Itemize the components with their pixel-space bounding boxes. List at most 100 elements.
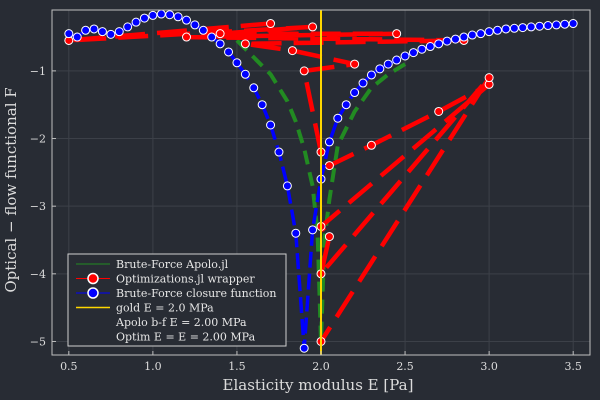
series-2-point: [476, 29, 486, 39]
series-2-point: [484, 27, 494, 37]
series-2-point: [383, 59, 393, 69]
series-1-point: [434, 106, 444, 116]
x-tick-label: 1.0: [144, 360, 162, 373]
series-2-point: [509, 23, 519, 33]
series-2-point: [358, 78, 368, 88]
series-2-point: [106, 29, 116, 39]
series-1-point: [366, 140, 376, 150]
series-1-point: [308, 22, 318, 32]
series-2-point: [72, 32, 82, 42]
legend-entry-4: Apolo b-f E = 2.00 MPa: [115, 316, 247, 329]
series-2-point: [425, 42, 435, 52]
series-2-point: [535, 21, 545, 31]
series-2-point: [165, 10, 175, 20]
y-tick-label: −5: [30, 335, 46, 348]
x-tick-label: 0.5: [60, 360, 78, 373]
series-1-point: [182, 32, 191, 42]
series-2-point: [139, 13, 149, 23]
series-2-point: [215, 39, 225, 49]
x-axis-label: Elasticity modulus E [Pa]: [223, 376, 414, 394]
plot-layer: [64, 9, 578, 355]
series-2-point: [97, 27, 107, 37]
series-2-point: [131, 17, 141, 27]
series-1-point: [392, 29, 402, 39]
series-1-point: [215, 29, 225, 39]
series-2-point: [81, 25, 91, 35]
series-2-point: [568, 19, 578, 29]
series-2-point: [400, 51, 410, 61]
legend-swatch-marker: [87, 272, 99, 285]
series-1-point: [266, 19, 276, 29]
series-2-point: [89, 24, 99, 34]
series-2-point: [282, 181, 292, 191]
series-2-point: [114, 27, 124, 37]
series-2-point: [442, 36, 452, 46]
series-2-point: [551, 20, 561, 30]
series-2-point: [375, 64, 385, 74]
series-2-point: [408, 48, 418, 58]
series-2-point: [291, 228, 301, 238]
series-2-point: [257, 100, 267, 110]
series-2-point: [190, 20, 200, 30]
legend: Brute-Force Apolo.jl Optimizations.jl wra…: [67, 253, 287, 347]
series-1-point: [324, 232, 334, 242]
series-2-point: [501, 24, 511, 34]
series-1-point: [299, 66, 309, 76]
series-1-point: [484, 73, 494, 83]
series-2-point: [392, 55, 402, 65]
series-2-point: [333, 113, 343, 123]
series-2-point: [543, 21, 553, 31]
series-line-1: [66, 21, 492, 343]
y-tick-label: −3: [30, 200, 46, 213]
series-1-point: [240, 39, 250, 49]
series-1-point: [350, 59, 360, 69]
series-2-point: [341, 100, 351, 110]
series-line-0: [235, 38, 407, 344]
series-2-point: [467, 30, 477, 40]
series-2-point: [299, 343, 309, 353]
series-2-point: [366, 70, 376, 80]
series-2-point: [451, 34, 460, 44]
series-2-point: [526, 22, 536, 32]
series-1-point: [287, 46, 297, 56]
series-2-point: [240, 69, 250, 79]
series-2-point: [324, 137, 334, 147]
series-2-point: [232, 58, 242, 68]
y-tick-label: −1: [30, 65, 46, 78]
y-tick-label: −4: [30, 268, 46, 281]
series-2-point: [148, 10, 158, 20]
x-tick-label: 3.5: [564, 360, 582, 373]
series-2-point: [417, 44, 427, 54]
legend-entry-0: Brute-Force Apolo.jl: [116, 258, 229, 271]
x-tick-label: 3.0: [480, 360, 498, 373]
series-2-point: [173, 12, 183, 22]
series-2-point: [459, 32, 469, 42]
legend-entry-5: Optim E = E = 2.00 MPa: [116, 331, 256, 344]
series-2-point: [198, 25, 208, 35]
series-2-point: [308, 225, 318, 235]
y-axis-label: Optical − flow functional F: [2, 87, 20, 292]
legend-entry-3: gold E = 2.0 MPa: [116, 302, 214, 315]
series-2-point: [518, 23, 528, 33]
series-1-point: [324, 161, 334, 171]
series-2-point: [207, 32, 217, 42]
series-2-point: [266, 120, 276, 130]
series-2-point: [156, 9, 166, 19]
series-2-point: [224, 47, 234, 57]
series-2-point: [249, 83, 259, 93]
legend-entry-2: Brute-Force closure function: [116, 287, 277, 300]
series-2-point: [434, 39, 444, 49]
axis-layer: 0.5 1.0 1.5 2.0 2.5 3.0 3.5 −1 −2 −3 −4 −5: [30, 9, 591, 373]
y-tick-label: −2: [30, 133, 46, 146]
x-tick-label: 2.5: [396, 360, 414, 373]
series-2-point: [182, 15, 191, 25]
series-2-point: [350, 88, 360, 98]
legend-box: [67, 253, 287, 347]
series-2-point: [64, 29, 74, 39]
legend-entry-1: Optimizations.jl wrapper: [116, 273, 255, 286]
series-2-point: [123, 22, 133, 32]
series-2-point: [560, 19, 570, 29]
x-tick-label: 2.0: [312, 360, 330, 373]
